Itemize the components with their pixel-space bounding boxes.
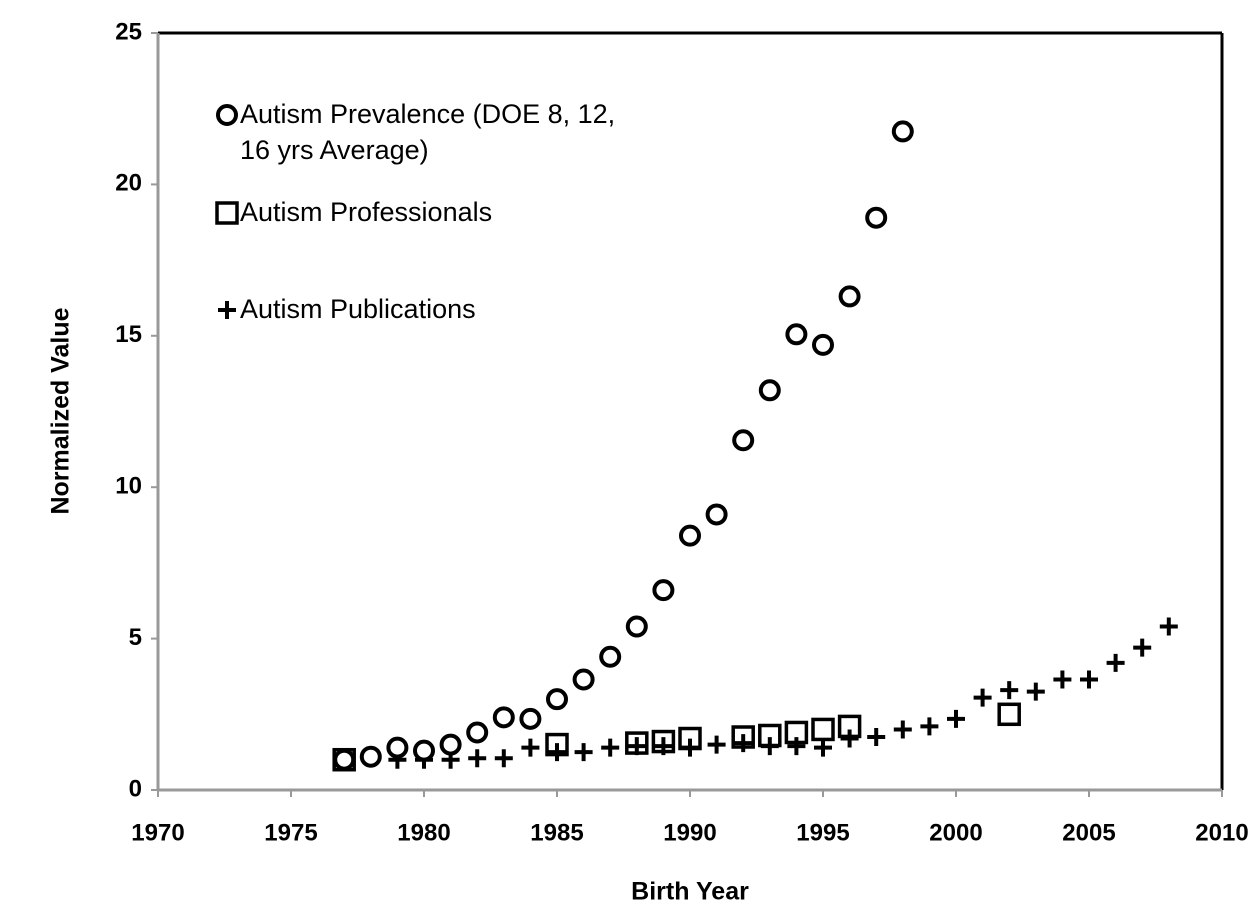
x-tick-label: 1970 (131, 819, 184, 846)
x-tick-label: 2000 (929, 819, 982, 846)
y-tick-label: 20 (115, 170, 142, 197)
point (837, 714, 862, 739)
legend-marker (215, 201, 239, 225)
point (787, 737, 806, 756)
y-tick-label: 15 (115, 321, 142, 348)
point (439, 733, 462, 756)
point (1159, 617, 1178, 636)
point (705, 503, 728, 526)
point (812, 333, 834, 356)
x-tick-label: 1995 (796, 819, 849, 846)
point (333, 748, 356, 771)
point (758, 379, 781, 402)
point (893, 720, 912, 739)
point (920, 717, 939, 736)
y-tick-label: 25 (115, 18, 142, 45)
point (1133, 638, 1152, 657)
point (997, 702, 1021, 727)
point (572, 668, 595, 691)
x-tick-label: 1985 (530, 819, 583, 846)
legend-item: Autism Professionals (214, 194, 620, 230)
point (811, 717, 835, 742)
point (545, 732, 569, 757)
point (599, 645, 622, 668)
point (413, 739, 435, 762)
point (679, 524, 701, 547)
point (840, 729, 859, 748)
point (867, 728, 886, 747)
x-tick-label: 2010 (1195, 819, 1248, 846)
point (1106, 653, 1125, 672)
point (1080, 670, 1098, 689)
point (359, 745, 382, 768)
point (707, 735, 726, 754)
point (215, 201, 239, 225)
y-tick-label: 0 (129, 775, 142, 802)
point (218, 301, 236, 319)
point (494, 749, 513, 768)
point (947, 709, 965, 728)
point (814, 738, 832, 757)
point (1000, 681, 1019, 700)
point (732, 429, 755, 452)
point (651, 729, 676, 754)
point (678, 726, 702, 751)
legend-label: Autism Prevalence (DOE 8, 12, 16 yrs Ave… (240, 99, 616, 165)
point (386, 736, 409, 759)
legend-marker (216, 104, 238, 126)
point (1053, 670, 1072, 689)
point (466, 721, 489, 744)
x-tick-label: 1980 (397, 819, 450, 846)
point (973, 688, 992, 707)
point (625, 615, 648, 638)
point (216, 104, 238, 126)
point (574, 743, 593, 762)
legend-label: Autism Publications (240, 294, 476, 324)
point (758, 723, 782, 748)
point (519, 707, 542, 730)
x-tick-label: 1975 (264, 819, 317, 846)
point (492, 706, 515, 729)
point (601, 738, 620, 757)
y-tick-label: 5 (129, 624, 142, 651)
legend-item: Autism Prevalence (DOE 8, 12, 16 yrs Ave… (214, 96, 620, 168)
point (468, 749, 487, 768)
legend-label: Autism Professionals (240, 197, 493, 227)
point (784, 720, 809, 745)
point (521, 738, 540, 757)
point (865, 206, 888, 229)
point (625, 731, 649, 755)
x-tick-label: 1990 (663, 819, 716, 846)
point (1026, 682, 1045, 701)
point (734, 734, 753, 753)
point (548, 743, 566, 762)
y-tick-label: 10 (115, 473, 142, 500)
point (652, 579, 675, 602)
point (546, 688, 568, 711)
point (838, 285, 861, 308)
x-axis-title: Birth Year (631, 878, 749, 906)
point (731, 725, 755, 749)
y-axis-title: Normalized Value (47, 307, 75, 514)
legend-marker (218, 301, 236, 319)
point (891, 120, 914, 143)
x-tick-label: 2005 (1062, 819, 1115, 846)
point (785, 323, 808, 346)
legend-item: Autism Publications (214, 291, 620, 327)
